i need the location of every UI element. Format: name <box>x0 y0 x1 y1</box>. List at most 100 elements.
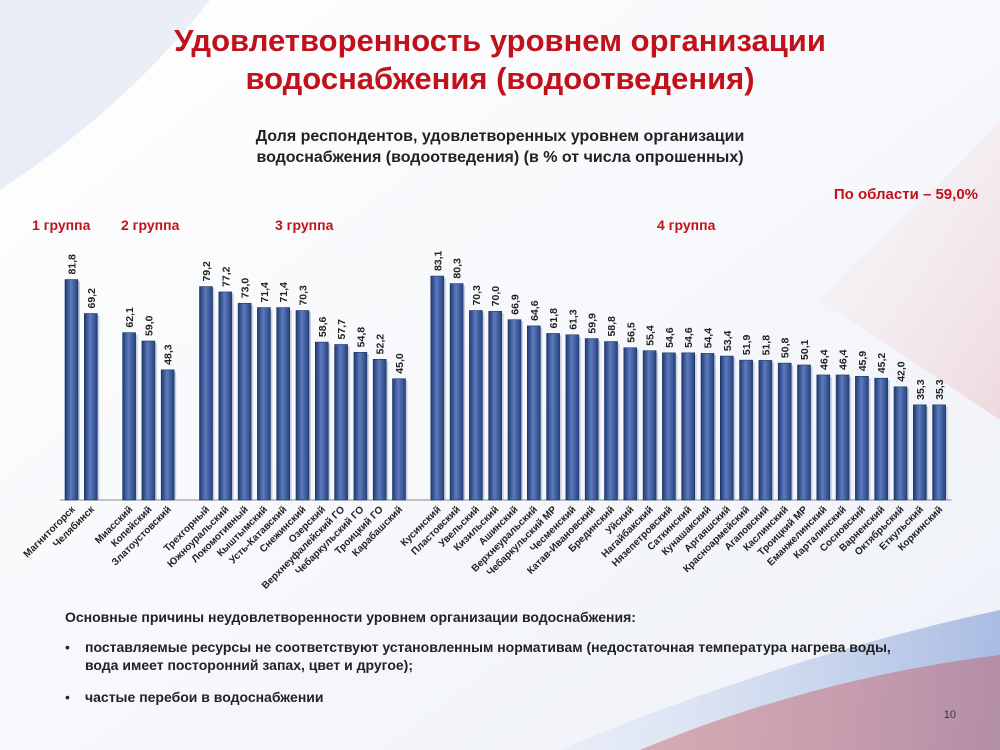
bar-Нагайбакский <box>642 350 657 501</box>
value-label: 70,3 <box>298 285 310 306</box>
value-label: 45,9 <box>857 351 869 372</box>
bar-Коркинский <box>932 404 946 501</box>
bar-Аргаяшский <box>719 355 734 501</box>
bar-Магнитогорск <box>64 279 79 501</box>
slide-title: Удовлетворенность уровнем организации во… <box>100 22 900 98</box>
bar-Трехгорный <box>199 286 213 501</box>
page-number: 10 <box>943 709 956 721</box>
value-label: 59,0 <box>143 315 155 336</box>
slide-title-line2: водоснабжения (водоотведения) <box>245 61 755 96</box>
bar-Озерский <box>314 341 329 501</box>
region-total: По области – 59,0% <box>833 186 978 203</box>
value-label: 42,0 <box>896 361 908 382</box>
bar-Кизильский <box>488 311 503 501</box>
group-label-3: 3 группа <box>275 217 334 233</box>
reasons-heading: Основные причины неудовлетворенности уро… <box>65 609 636 625</box>
bar-Верхнеуральский <box>526 325 541 501</box>
value-label: 61,3 <box>567 309 579 330</box>
value-label: 62,1 <box>124 307 136 328</box>
bar-Челябинск <box>84 313 98 501</box>
bar-Брединский <box>604 341 618 501</box>
bar-Октябрьский <box>893 386 908 501</box>
value-label: 51,8 <box>760 335 772 356</box>
reasons-list: • поставляемые ресурсы не соответствуют … <box>65 638 925 706</box>
reason-text: поставляемые ресурсы не соответствуют ус… <box>85 639 891 673</box>
bar-Миасский <box>122 332 136 501</box>
bar-Южноуральский <box>218 291 233 501</box>
value-label: 50,8 <box>780 337 792 358</box>
bar-Кыштымский <box>257 307 271 501</box>
value-label: 50,1 <box>799 339 811 360</box>
bar-Пластовский <box>449 283 464 501</box>
value-label: 70,0 <box>490 286 502 307</box>
group-label-1: 1 группа <box>32 217 91 233</box>
bar-Сосновский <box>855 375 869 501</box>
bar-Чебаркульский МР <box>546 333 560 501</box>
value-label: 81,8 <box>67 254 79 275</box>
value-label: 45,2 <box>876 353 888 374</box>
value-label: 83,1 <box>432 250 444 271</box>
bar-Нязепетровский <box>662 352 676 501</box>
bar-Варненский <box>874 377 889 501</box>
chart-bars <box>64 275 948 501</box>
bar-Чесменский <box>565 334 580 501</box>
bar-Кунашакский <box>700 353 715 501</box>
value-label: 70,3 <box>471 285 483 306</box>
chart-subtitle-line2: водоснабжения (водоотведения) (в % от чи… <box>256 149 744 166</box>
value-label: 52,2 <box>375 334 387 355</box>
value-label: 71,4 <box>259 282 271 303</box>
reason-text: частые перебои в водоснабжении <box>85 689 324 705</box>
bar-Красноармейский <box>739 359 753 501</box>
value-label: 45,0 <box>394 353 406 374</box>
value-label: 51,9 <box>741 335 753 356</box>
value-label: 66,9 <box>510 294 522 315</box>
bar-Карабашский <box>392 378 406 501</box>
value-label: 48,3 <box>163 344 175 365</box>
value-label: 73,0 <box>240 278 252 299</box>
value-label: 54,4 <box>703 328 715 349</box>
bar-chart: 81,8 69,2 62,1 59,0 48,3 79,2 77,2 73,0 71,4 71,4… <box>22 250 952 592</box>
bar-Саткинский <box>681 352 696 501</box>
bar-Чебаркульский ГО <box>353 352 368 501</box>
value-label: 80,3 <box>452 258 464 279</box>
value-label: 46,4 <box>838 349 850 370</box>
bar-Еткульский <box>912 404 927 501</box>
bullet-icon: • <box>65 689 70 705</box>
value-label: 46,4 <box>818 349 830 370</box>
bar-Увельский <box>469 310 483 501</box>
value-label: 64,6 <box>529 300 541 321</box>
value-label: 54,6 <box>683 327 695 348</box>
group-label-4: 4 группа <box>657 217 716 233</box>
bar-Троицкий МР <box>797 364 811 501</box>
value-label: 35,3 <box>934 379 946 400</box>
value-label: 57,7 <box>336 319 348 340</box>
chart-subtitle: Доля респондентов, удовлетворенных уровн… <box>150 126 850 168</box>
bar-Каслинский <box>777 362 792 501</box>
group-label-2: 2 группа <box>121 217 180 233</box>
chart-category-labels: МагнитогорскЧелябинскМиасскийКопейскийЗл… <box>22 503 946 592</box>
bar-Верхнеуфалейский ГО <box>334 344 348 501</box>
bar-Катав-Ивановский <box>584 338 599 501</box>
bar-Златоустовский <box>160 369 175 501</box>
bar-Еманжелинский <box>816 374 831 501</box>
chart-subtitle-line1: Доля респондентов, удовлетворенных уровн… <box>255 128 745 145</box>
bar-Усть-Катавский <box>276 307 291 501</box>
value-label: 54,8 <box>355 327 367 348</box>
value-label: 56,5 <box>625 322 637 343</box>
bar-Кусинский <box>430 275 445 501</box>
slide-title-line1: Удовлетворенность уровнем организации <box>174 23 826 58</box>
bar-Троицкий ГО <box>372 359 387 501</box>
bar-Локомотивный <box>237 302 252 501</box>
bar-Снежинский <box>295 310 310 501</box>
value-label: 61,8 <box>548 308 560 329</box>
reason-item: • частые перебои в водоснабжении <box>65 688 925 706</box>
value-label: 58,6 <box>317 316 329 337</box>
bar-Агаповский <box>758 360 773 501</box>
bar-Карталинский <box>835 374 850 501</box>
reasons-block: Основные причины неудовлетворенности уро… <box>65 608 925 720</box>
chart-value-labels: 81,8 69,2 62,1 59,0 48,3 79,2 77,2 73,0 71,4 71,4… <box>67 250 947 399</box>
value-label: 79,2 <box>201 261 213 282</box>
value-label: 35,3 <box>915 379 927 400</box>
value-label: 55,4 <box>645 325 657 346</box>
value-label: 77,2 <box>220 266 232 287</box>
